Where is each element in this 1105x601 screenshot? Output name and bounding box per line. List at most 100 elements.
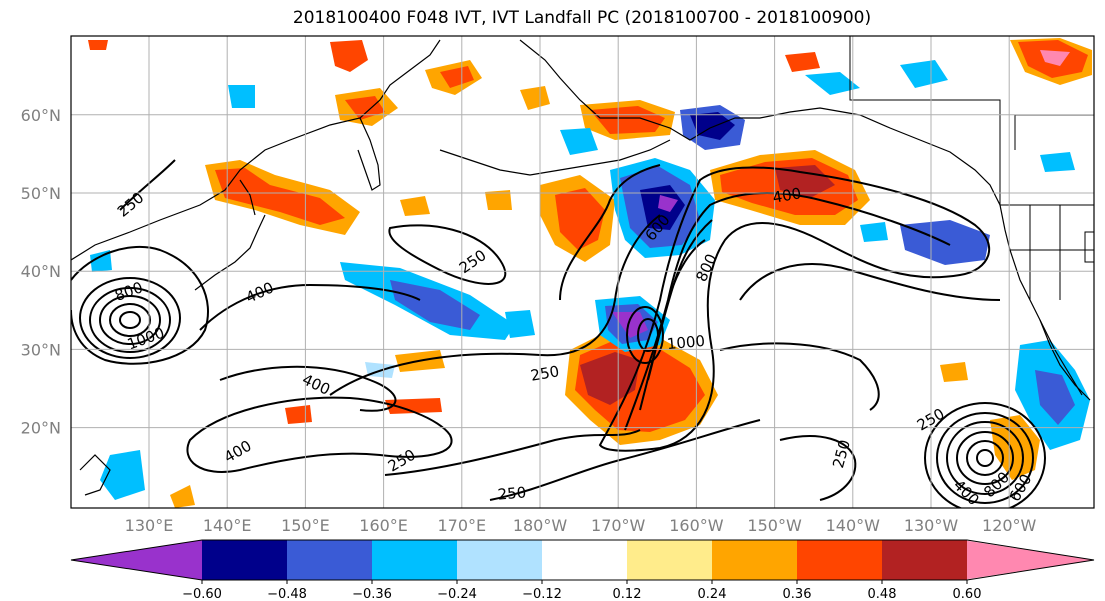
- contour-ring: [119, 311, 141, 329]
- contour-ring: [936, 412, 1034, 504]
- contour-ring: [637, 318, 659, 352]
- plot-title: 2018100400 F048 IVT, IVT Landfall PC (20…: [292, 8, 872, 28]
- contour-ring: [976, 449, 994, 467]
- lat-label: 40°N: [21, 262, 61, 281]
- negative-anomaly-patch: [228, 85, 255, 108]
- contour-label: 250: [497, 483, 527, 503]
- negative-anomaly-patch: [560, 128, 598, 155]
- colorbar-tick-label: 0.36: [783, 587, 812, 601]
- contour-ring: [956, 431, 1014, 485]
- negative-anomaly-patch: [90, 250, 112, 272]
- contour-ring: [966, 440, 1004, 476]
- negative-anomaly-patch: [505, 310, 535, 338]
- border-line: [1084, 231, 1094, 263]
- colorbar-tick-label: −0.60: [182, 587, 222, 601]
- contour-line: [186, 396, 453, 473]
- lon-label: 140°E: [203, 516, 252, 535]
- positive-anomaly-patch: [580, 352, 640, 405]
- contour-ring: [626, 306, 664, 364]
- lat-label: 30°N: [21, 340, 61, 359]
- lon-label: 180°W: [513, 516, 568, 535]
- positive-anomaly-patch: [485, 190, 512, 210]
- negative-anomaly-patch: [1040, 152, 1075, 172]
- contour-line: [489, 419, 761, 501]
- positive-anomaly-patch: [400, 196, 430, 216]
- contour-line: [559, 164, 661, 301]
- lon-label: 120°W: [982, 516, 1037, 535]
- colorbar-tick-labels: −0.60 −0.48 −0.36 −0.24 −0.12 0.12 0.24 0.36 0.4…: [182, 580, 981, 601]
- lon-label: 140°W: [826, 516, 881, 535]
- colorbar: [70, 539, 1095, 581]
- contour-line: [71, 245, 209, 365]
- lat-label: 60°N: [21, 106, 61, 125]
- colorbar-segment: [712, 540, 797, 580]
- border-line: [849, 36, 1094, 206]
- lon-label: 150°E: [281, 516, 330, 535]
- contour-ring: [89, 287, 171, 353]
- colorbar-tick-label: 0.24: [698, 587, 727, 601]
- positive-anomaly-patch: [555, 188, 605, 250]
- positive-anomaly-patch: [215, 168, 345, 225]
- coastline-baja: [1039, 319, 1083, 396]
- positive-anomaly-patch: [345, 96, 385, 120]
- colorbar-tick-label: −0.36: [352, 587, 392, 601]
- plot-frame: [70, 35, 1095, 509]
- contour-line: [219, 365, 397, 412]
- positive-anomaly-patch: [170, 485, 195, 508]
- latitude-labels: 60°N 50°N 40°N 30°N 20°N: [21, 106, 61, 438]
- graticule: [71, 36, 1094, 508]
- contour-line: [647, 239, 706, 381]
- contour-ring: [109, 303, 151, 337]
- contour-line: [779, 435, 857, 501]
- colorbar-segment: [202, 540, 287, 580]
- negative-anomaly-patch: [658, 195, 678, 212]
- contour-label: 1000: [666, 332, 706, 353]
- colorbar-extend-high: [962, 540, 1094, 580]
- coastline-kamchatka: [357, 117, 381, 191]
- colorbar-segment: [372, 540, 457, 580]
- colorbar-tick-label: 0.60: [953, 587, 982, 601]
- colorbar-tick-label: −0.48: [267, 587, 307, 601]
- contour-ring: [79, 277, 181, 359]
- positive-anomaly-patch: [440, 66, 474, 88]
- lon-label: 130°E: [125, 516, 174, 535]
- contour-line: [384, 429, 641, 476]
- longitude-labels: 130°E 140°E 150°E 160°E 170°E 180°W 170°W 160°W…: [125, 516, 1037, 535]
- lat-label: 20°N: [21, 419, 61, 438]
- positive-anomaly-patch: [775, 165, 835, 198]
- ivt-anomaly-fills: [88, 38, 1092, 508]
- contour-line: [199, 283, 421, 331]
- contour-label: 400: [771, 184, 802, 207]
- colorbar-extend-low: [71, 540, 202, 580]
- contour-label: 250: [529, 362, 560, 385]
- colorbar-segment: [457, 540, 542, 580]
- negative-anomaly-patch: [805, 72, 860, 95]
- contour-line: [388, 224, 507, 285]
- colorbar-segment: [882, 540, 967, 580]
- positive-anomaly-patch: [520, 86, 550, 110]
- lon-label: 130°W: [904, 516, 959, 535]
- negative-anomaly-patch: [860, 222, 888, 242]
- ivt-contours: [71, 159, 1046, 508]
- colorbar-segment: [542, 540, 627, 580]
- negative-anomaly-patch: [100, 450, 145, 500]
- contour-line: [719, 342, 880, 411]
- contour-ring: [946, 421, 1024, 495]
- coastline-na-west: [999, 204, 1091, 401]
- positive-anomaly-patch: [330, 40, 368, 72]
- positive-anomaly-patch: [785, 52, 820, 72]
- coastline-philippines: [79, 454, 111, 496]
- lon-label: 150°W: [747, 516, 802, 535]
- colorbar-tick-label: −0.24: [437, 587, 477, 601]
- negative-anomaly-patch: [390, 280, 480, 330]
- colorbar-segment: [287, 540, 372, 580]
- lon-label: 160°E: [359, 516, 408, 535]
- coastline-japan: [194, 179, 266, 291]
- contour-line: [739, 263, 1001, 301]
- negative-anomaly-patch: [900, 60, 948, 88]
- coastline-aleutians: [439, 139, 671, 176]
- positive-anomaly-patch: [385, 398, 442, 414]
- contour-ring: [924, 402, 1046, 508]
- coastline-asia: [71, 39, 441, 261]
